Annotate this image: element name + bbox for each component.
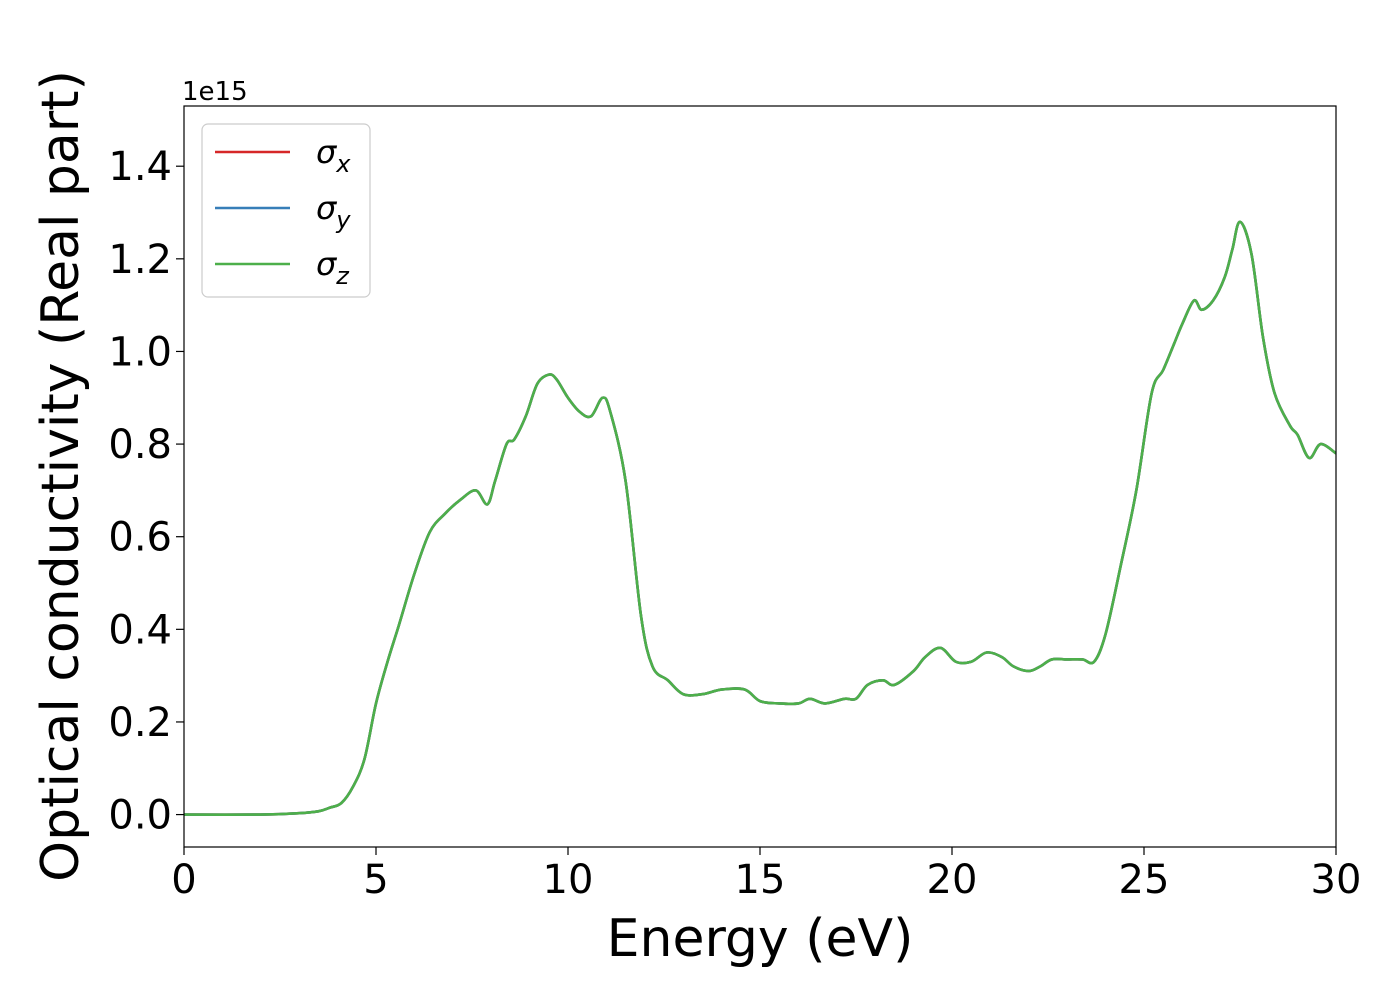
legend: σx σy σz (201, 123, 371, 298)
x-tick-label: 10 (543, 857, 594, 903)
y-tick-label: 0.8 (108, 422, 172, 468)
x-axis-label: Energy (eV) (607, 909, 914, 969)
legend-label-z: σz (316, 245, 350, 290)
x-tick-label: 15 (735, 857, 786, 903)
y-tick-label: 0.0 (108, 793, 172, 839)
plot-background (184, 106, 1336, 847)
x-tick-label: 5 (363, 857, 388, 903)
legend-label-y: σy (316, 189, 351, 234)
y-tick-label: 1.4 (108, 144, 172, 190)
legend-label-x: σx (316, 133, 351, 178)
series-layer (184, 220, 1336, 816)
x-tick-label: 30 (1311, 857, 1362, 903)
x-axis-ticks: 0 5 10 15 20 25 30 (171, 847, 1361, 903)
y-tick-label: 1.0 (108, 329, 172, 375)
x-tick-label: 25 (1119, 857, 1170, 903)
legend-box (201, 123, 371, 298)
x-tick-label: 20 (927, 857, 978, 903)
x-tick-label: 0 (171, 857, 196, 903)
y-axis-label: Optical conductivity (Real part) (31, 70, 91, 882)
y-tick-label: 0.2 (108, 700, 172, 746)
series-line-z (184, 220, 1336, 816)
y-tick-label: 0.4 (108, 607, 172, 653)
y-axis-ticks: 0.0 0.2 0.4 0.6 0.8 1.0 1.2 1.4 (108, 144, 184, 839)
y-tick-label: 0.6 (108, 515, 172, 561)
y-tick-label: 1.2 (108, 237, 172, 283)
y-offset-label: 1e15 (182, 77, 248, 107)
